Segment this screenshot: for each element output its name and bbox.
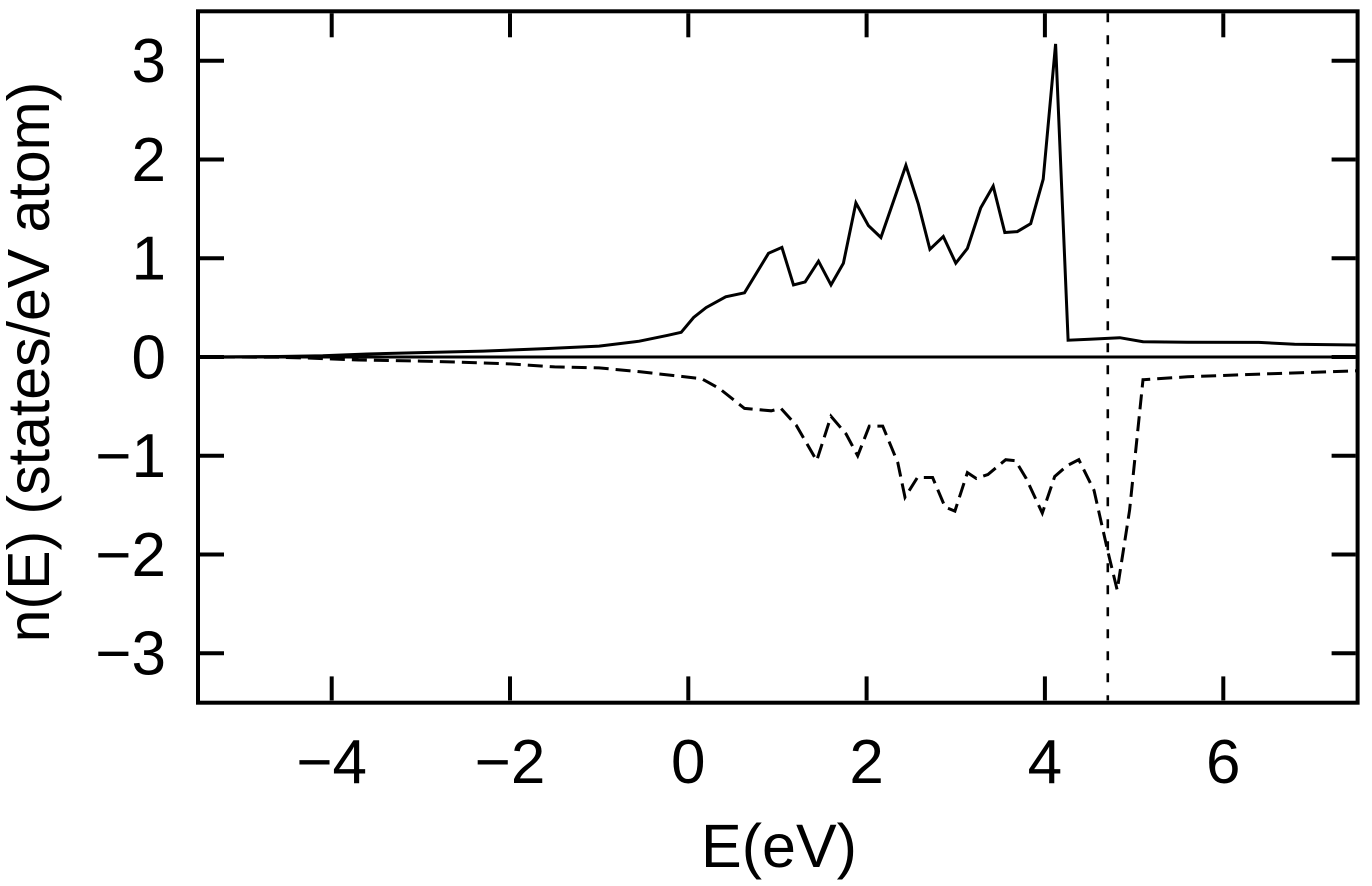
svg-text:−2: −2 bbox=[95, 521, 166, 590]
svg-text:−1: −1 bbox=[95, 422, 166, 491]
svg-text:−3: −3 bbox=[95, 620, 166, 689]
svg-text:6: 6 bbox=[1206, 728, 1240, 797]
svg-text:2: 2 bbox=[132, 126, 166, 195]
svg-text:4: 4 bbox=[1028, 728, 1062, 797]
svg-text:1: 1 bbox=[132, 225, 166, 294]
svg-text:E(eV): E(eV) bbox=[701, 812, 857, 880]
svg-text:−2: −2 bbox=[475, 728, 546, 797]
svg-text:3: 3 bbox=[132, 27, 166, 96]
svg-text:2: 2 bbox=[849, 728, 883, 797]
svg-text:−4: −4 bbox=[296, 728, 367, 797]
svg-text:0: 0 bbox=[671, 728, 705, 797]
svg-text:n(E) (states/eV atom): n(E) (states/eV atom) bbox=[0, 82, 62, 643]
svg-text:0: 0 bbox=[132, 323, 166, 392]
